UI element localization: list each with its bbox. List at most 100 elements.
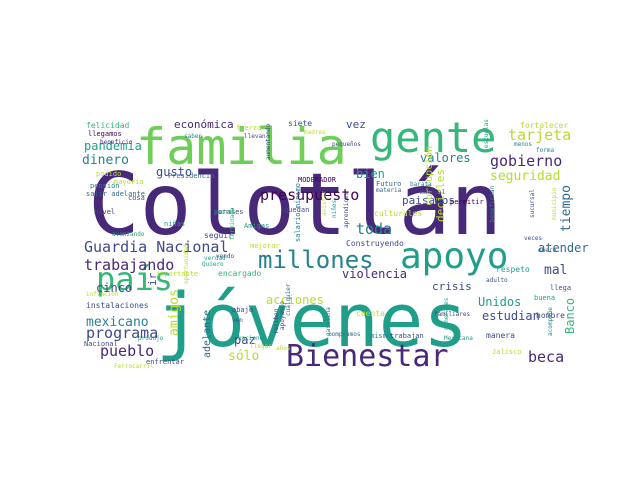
cloud-word: inflación bbox=[86, 291, 119, 298]
cloud-word: hombre bbox=[536, 311, 565, 320]
cloud-word: llega bbox=[550, 284, 571, 292]
cloud-word: gente bbox=[370, 113, 496, 162]
cloud-word: Presidencia bbox=[168, 172, 214, 180]
cloud-word: familia bbox=[136, 118, 347, 176]
cloud-word: beneficio bbox=[100, 139, 133, 146]
cloud-word: programa bbox=[86, 324, 158, 342]
cloud-word: llegamos bbox=[88, 130, 122, 138]
cloud-word: salir adelante bbox=[86, 190, 145, 198]
cloud-word: municipio bbox=[551, 187, 558, 220]
cloud-word: paz bbox=[234, 333, 256, 347]
cloud-word: siete bbox=[288, 119, 312, 128]
cloud-word: culturales bbox=[374, 209, 422, 218]
cloud-word: mismo bbox=[370, 332, 391, 340]
cloud-word: mexicano bbox=[86, 315, 149, 330]
cloud-word: decirles bbox=[434, 169, 447, 222]
cloud-word: jóvenes bbox=[156, 278, 468, 364]
cloud-word: trabajando bbox=[84, 256, 174, 274]
cloud-word: abajo bbox=[232, 306, 253, 314]
cloud-word: Unidos bbox=[478, 295, 521, 309]
cloud-word: país bbox=[96, 260, 173, 298]
cloud-word: valores bbox=[420, 151, 471, 165]
cloud-word: Guardia Nacional bbox=[84, 238, 229, 256]
cloud-word: Futuro bbox=[376, 180, 401, 188]
cloud-word: benefician bbox=[489, 185, 496, 222]
cloud-word: llevan bbox=[244, 133, 266, 140]
cloud-word: dinero bbox=[82, 153, 129, 168]
cloud-word: pueblo bbox=[100, 342, 154, 360]
cloud-word: Banco bbox=[563, 298, 577, 334]
cloud-word: pequeños bbox=[332, 141, 361, 148]
cloud-word: enero bbox=[538, 247, 556, 254]
cloud-word: cosa bbox=[128, 194, 145, 202]
cloud-word: forma bbox=[536, 147, 554, 154]
cloud-word: apoyando bbox=[279, 301, 286, 330]
cloud-word: haciendo bbox=[238, 335, 267, 342]
cloud-word: compramos bbox=[328, 331, 361, 338]
cloud-word: reciben bbox=[273, 308, 280, 334]
cloud-word: tarjeta bbox=[508, 126, 571, 144]
cloud-word: beca bbox=[528, 348, 564, 366]
cloud-word: adelante bbox=[202, 310, 213, 358]
cloud-word: respeto bbox=[496, 265, 530, 274]
cloud-word: produjo bbox=[138, 335, 164, 342]
cloud-word: años bbox=[276, 345, 291, 352]
cloud-word: madres bbox=[304, 129, 326, 136]
cloud-word: amigos bbox=[167, 289, 182, 336]
cloud-word: buena bbox=[534, 294, 555, 302]
cloud-word: seguridad bbox=[490, 169, 560, 184]
cloud-word: gobierno bbox=[490, 152, 562, 170]
cloud-word: aprendices bbox=[343, 191, 350, 228]
cloud-word: niñas bbox=[164, 220, 185, 228]
cloud-word: podido bbox=[96, 170, 121, 178]
cloud-word: generales bbox=[443, 297, 450, 330]
cloud-word: mal bbox=[544, 263, 567, 278]
cloud-word: quedan bbox=[284, 206, 309, 214]
cloud-word: corrupción bbox=[423, 146, 435, 206]
cloud-word: pandemia bbox=[84, 139, 142, 153]
cloud-word: menos bbox=[514, 141, 532, 148]
cloud-word: acompañe bbox=[547, 307, 554, 336]
cloud-word: familiares bbox=[434, 311, 471, 318]
cloud-word: Amigas bbox=[244, 222, 269, 230]
cloud-word: estudian bbox=[482, 309, 540, 323]
cloud-word: acciones bbox=[266, 293, 324, 307]
cloud-word: llegar bbox=[250, 343, 272, 350]
cloud-word: ir bbox=[146, 272, 159, 286]
cloud-word: toda bbox=[356, 220, 392, 238]
cloud-word: mundial bbox=[420, 189, 446, 196]
cloud-word: gasolina bbox=[325, 307, 332, 336]
cloud-word: sólo bbox=[228, 349, 259, 364]
cloud-word: tiempo bbox=[559, 185, 574, 232]
cloud-word: avanzando bbox=[112, 231, 145, 238]
cloud-word: nivel bbox=[94, 208, 115, 216]
cloud-word: Bienestar bbox=[286, 339, 449, 374]
cloud-word: económica bbox=[174, 118, 234, 131]
cloud-word: cualquier bbox=[285, 283, 292, 316]
cloud-word: veces bbox=[524, 235, 542, 242]
cloud-word: materia bbox=[376, 187, 402, 194]
cloud-word: morales bbox=[214, 208, 244, 216]
cloud-word: crisis bbox=[432, 280, 472, 293]
cloud-word: salario mínimo bbox=[294, 183, 302, 242]
cloud-word: verdad bbox=[204, 255, 226, 262]
cloud-word: trabajan bbox=[390, 332, 424, 340]
cloud-word: Ferrocarril bbox=[114, 363, 154, 370]
cloud-word: importante bbox=[156, 270, 198, 278]
cloud-word: oportunidad bbox=[183, 244, 190, 284]
cloud-word: ven bbox=[232, 317, 243, 324]
cloud-word: aumentando bbox=[265, 123, 272, 160]
cloud-word: felicidad bbox=[86, 121, 130, 130]
cloud-word: Colotlán bbox=[88, 155, 502, 255]
cloud-word: MODERADOR bbox=[298, 176, 337, 184]
cloud-word: atender bbox=[538, 241, 589, 255]
cloud-word: seguir bbox=[204, 231, 233, 240]
cloud-word: encargado bbox=[218, 269, 262, 278]
cloud-word: cinco bbox=[96, 281, 132, 295]
cloud-word: mejorar bbox=[250, 242, 280, 250]
cloud-word: barata bbox=[410, 181, 432, 188]
cloud-word: fortalecer bbox=[520, 121, 568, 130]
cloud-word: gusto bbox=[156, 165, 192, 179]
cloud-word: cuenta bbox=[356, 309, 385, 318]
cloud-word: paisanos bbox=[402, 194, 455, 207]
